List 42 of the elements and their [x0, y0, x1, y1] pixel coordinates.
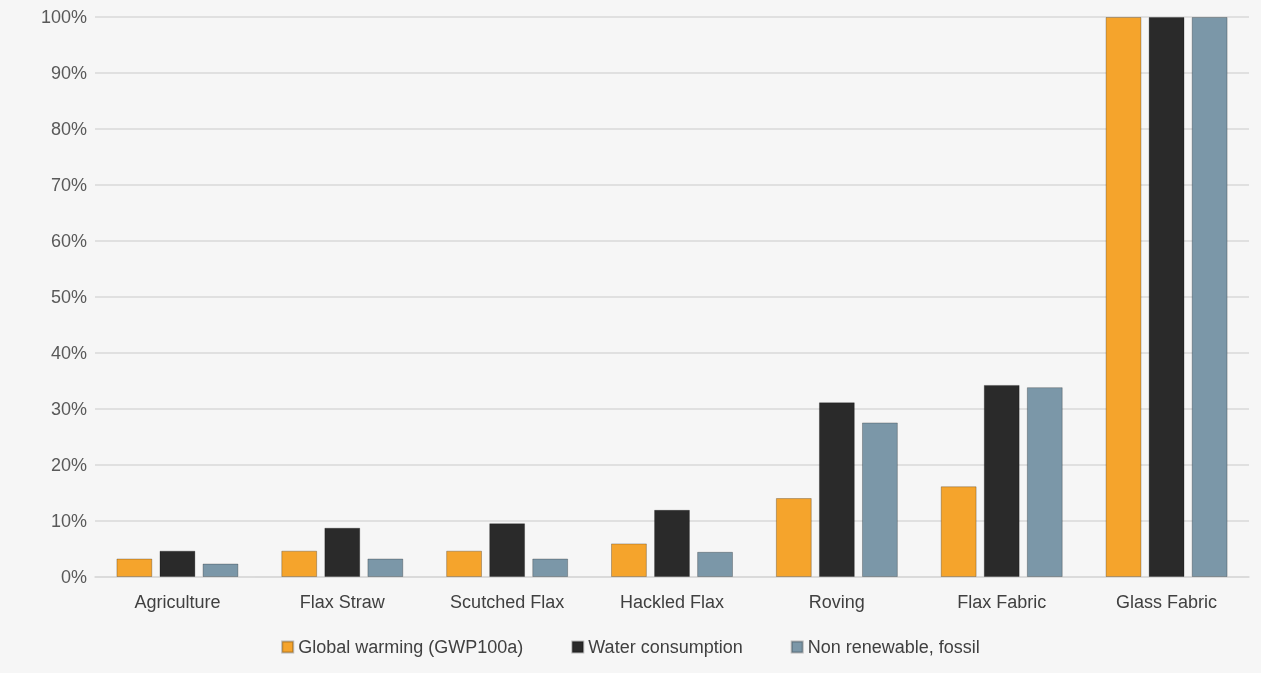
bar [1148, 17, 1185, 577]
bar [159, 550, 196, 577]
x-tick-label: Agriculture [134, 592, 221, 612]
y-tick-label: 90% [50, 63, 87, 83]
y-tick-label: 10% [50, 511, 87, 531]
bar [281, 550, 318, 577]
bar [489, 523, 526, 577]
x-tick-label: Flax Fabric [957, 592, 1047, 612]
y-tick-label: 100% [40, 7, 87, 27]
bar [116, 558, 153, 577]
y-tick-label: 0% [60, 567, 87, 587]
bar [940, 486, 977, 577]
bar [775, 498, 812, 577]
y-tick-label: 40% [50, 343, 87, 363]
bar [654, 509, 690, 577]
y-tick-label: 80% [50, 119, 87, 139]
bar [1026, 387, 1063, 577]
bar [1191, 17, 1228, 577]
bar [1105, 17, 1142, 577]
y-tick-label: 20% [50, 455, 87, 475]
y-tick-label: 30% [50, 399, 87, 419]
bar [324, 527, 361, 577]
x-tick-label: Flax Straw [299, 592, 386, 612]
legend-label: Water consumption [588, 637, 743, 657]
x-tick-label: Glass Fabric [1116, 592, 1218, 612]
legend-label: Global warming (GWP100a) [298, 637, 524, 657]
x-tick-label: Scutched Flax [450, 592, 565, 612]
x-tick-label: Roving [808, 592, 865, 612]
bar [818, 402, 855, 577]
bar [983, 384, 1020, 577]
y-tick-label: 50% [50, 287, 87, 307]
bar [202, 563, 239, 577]
y-tick-label: 60% [50, 231, 87, 251]
bar [446, 550, 483, 577]
bar [532, 558, 569, 577]
bar [861, 422, 898, 577]
legend-label: Non renewable, fossil [807, 637, 980, 657]
y-tick-label: 70% [50, 175, 87, 195]
x-tick-label: Hackled Flax [619, 592, 725, 612]
bar [611, 543, 647, 577]
bar [367, 558, 404, 577]
bar [697, 551, 733, 577]
